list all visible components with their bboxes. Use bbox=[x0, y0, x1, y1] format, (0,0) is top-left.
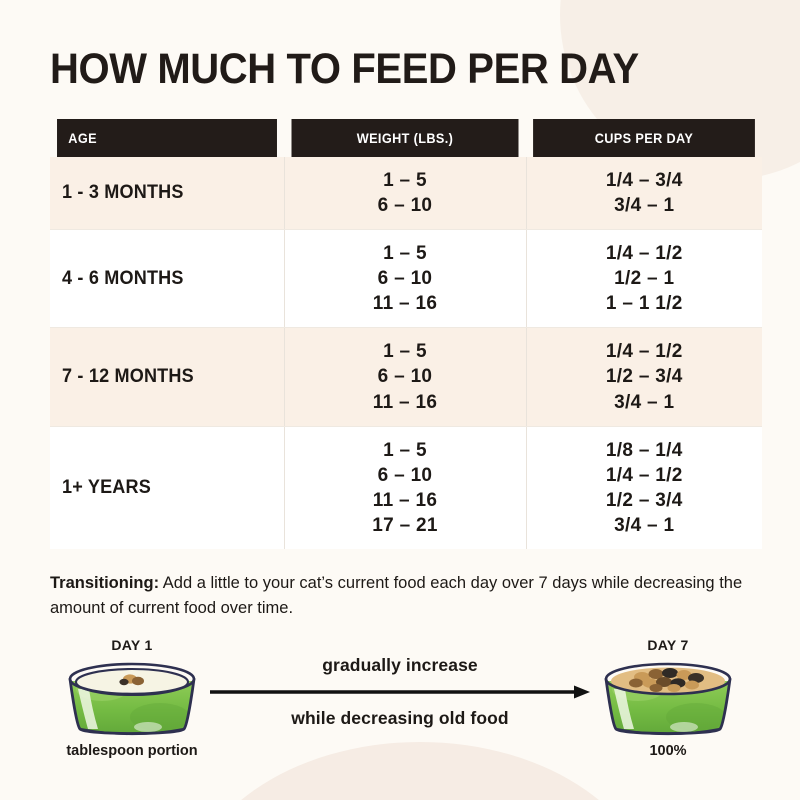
cell-cups-item: 1/4 – 3/4 bbox=[605, 170, 683, 191]
day-7-label: DAY 7 bbox=[647, 636, 689, 653]
table-header-row: AGE WEIGHT (LBS.) CUPS PER DAY bbox=[50, 119, 762, 157]
day-1-label: DAY 1 bbox=[111, 636, 153, 653]
arrow-top-text: gradually increase bbox=[322, 654, 478, 675]
transition-diagram: DAY 1 bbox=[50, 637, 750, 772]
cell-cups-item: 3/4 – 1 bbox=[614, 514, 675, 536]
cell-weight: 1 – 5 6 – 10 11 – 16 17 – 21 bbox=[284, 426, 527, 549]
table-row: 7 - 12 MONTHS 1 – 5 6 – 10 11 – 16 1/4 – 1/2… bbox=[50, 327, 762, 427]
age-label: 1+ YEARS bbox=[62, 476, 151, 498]
cell-cups-item: 3/4 – 1 bbox=[614, 391, 675, 413]
cell-weight: 1 – 5 6 – 10 11 – 16 bbox=[284, 229, 527, 329]
page-title: HOW MUCH TO FEED PER DAY bbox=[50, 45, 639, 93]
day-7-bowl-art bbox=[583, 655, 753, 741]
cell-weight-item: 11 – 16 bbox=[372, 293, 438, 315]
cell-cups-item: 3/4 – 1 bbox=[614, 195, 675, 217]
transitioning-label: Transitioning: bbox=[50, 573, 160, 592]
cell-cups-item: 1/4 – 1/2 bbox=[605, 243, 683, 265]
pet-food-bowl-icon bbox=[68, 662, 196, 735]
cell-weight: 1 – 5 6 – 10 11 – 16 bbox=[284, 327, 527, 427]
cell-weight-item: 11 – 16 bbox=[372, 489, 438, 511]
cell-cups: 1/4 – 1/2 1/2 – 1 1 – 1 1/2 bbox=[526, 229, 762, 329]
cell-weight-item: 1 – 5 bbox=[383, 439, 427, 461]
cell-cups-item: 1 – 1 1/2 bbox=[605, 293, 683, 315]
cell-cups-item: 1/2 – 3/4 bbox=[605, 366, 683, 388]
cell-weight: 1 – 5 6 – 10 bbox=[284, 157, 527, 231]
cell-cups-item: 1/4 – 1/2 bbox=[605, 464, 683, 486]
table-header: AGE WEIGHT (LBS.) CUPS PER DAY bbox=[50, 119, 762, 157]
cell-cups-item: 1/4 – 1/2 bbox=[605, 341, 683, 363]
column-header-weight: WEIGHT (LBS.) bbox=[291, 119, 519, 157]
day-1-caption: tablespoon portion bbox=[66, 742, 198, 759]
cell-age: 4 - 6 MONTHS bbox=[50, 229, 285, 329]
arrow-bottom-text: while decreasing old food bbox=[291, 707, 509, 728]
table-row: 1 - 3 MONTHS 1 – 5 6 – 10 1/4 – 3/4 3/4 – 1 bbox=[50, 157, 762, 231]
age-label: 7 - 12 MONTHS bbox=[62, 366, 194, 387]
cell-cups: 1/4 – 1/2 1/2 – 3/4 3/4 – 1 bbox=[526, 327, 762, 427]
cell-weight-item: 1 – 5 bbox=[383, 243, 427, 265]
cell-weight-item: 17 – 21 bbox=[372, 514, 438, 536]
feeding-table: AGE WEIGHT (LBS.) CUPS PER DAY 1 - 3 MON… bbox=[50, 119, 762, 549]
cell-weight-item: 6 – 10 bbox=[377, 195, 433, 217]
day-1-bowl-art bbox=[47, 655, 217, 741]
cell-weight-item: 6 – 10 bbox=[377, 464, 433, 486]
infographic-page: HOW MUCH TO FEED PER DAY AGE WEIGHT (LBS… bbox=[50, 45, 762, 772]
day-1-bowl-block: DAY 1 bbox=[47, 637, 217, 759]
cell-cups: 1/4 – 3/4 3/4 – 1 bbox=[526, 157, 762, 231]
cell-weight-item: 1 – 5 bbox=[383, 170, 427, 191]
day-7-bowl-block: DAY 7 bbox=[583, 637, 753, 759]
cell-cups-item: 1/2 – 1 bbox=[614, 268, 675, 290]
cell-weight-item: 1 – 5 bbox=[383, 341, 427, 363]
cell-age: 1 - 3 MONTHS bbox=[50, 157, 285, 231]
transitioning-text: Add a little to your cat’s current food … bbox=[50, 573, 743, 617]
arrow-line bbox=[210, 685, 590, 699]
table-body: 1 - 3 MONTHS 1 – 5 6 – 10 1/4 – 3/4 3/4 – 1 4… bbox=[50, 157, 762, 549]
cell-cups-item: 1/8 – 1/4 bbox=[605, 439, 683, 461]
age-label: 1 - 3 MONTHS bbox=[62, 182, 184, 204]
table-row: 1+ YEARS 1 – 5 6 – 10 11 – 16 17 – 21 1/8 – 1… bbox=[50, 426, 762, 549]
transition-arrow-block: gradually increase while decreasing old … bbox=[210, 655, 590, 729]
column-header-age: AGE bbox=[57, 119, 277, 157]
right-arrow-icon bbox=[210, 685, 590, 699]
column-header-cups: CUPS PER DAY bbox=[533, 119, 755, 157]
cell-age: 7 - 12 MONTHS bbox=[50, 327, 285, 427]
cell-weight-item: 6 – 10 bbox=[377, 268, 433, 290]
cell-age: 1+ YEARS bbox=[50, 426, 285, 549]
pet-food-bowl-icon bbox=[604, 662, 732, 735]
transitioning-note: Transitioning: Add a little to your cat’… bbox=[50, 571, 750, 621]
day-7-caption: 100% bbox=[649, 742, 687, 759]
cell-weight-item: 11 – 16 bbox=[372, 391, 438, 413]
cell-weight-item: 6 – 10 bbox=[377, 366, 433, 388]
cell-cups: 1/8 – 1/4 1/4 – 1/2 1/2 – 3/4 3/4 – 1 bbox=[526, 426, 762, 549]
age-label: 4 - 6 MONTHS bbox=[62, 267, 184, 289]
cell-cups-item: 1/2 – 3/4 bbox=[605, 489, 683, 511]
